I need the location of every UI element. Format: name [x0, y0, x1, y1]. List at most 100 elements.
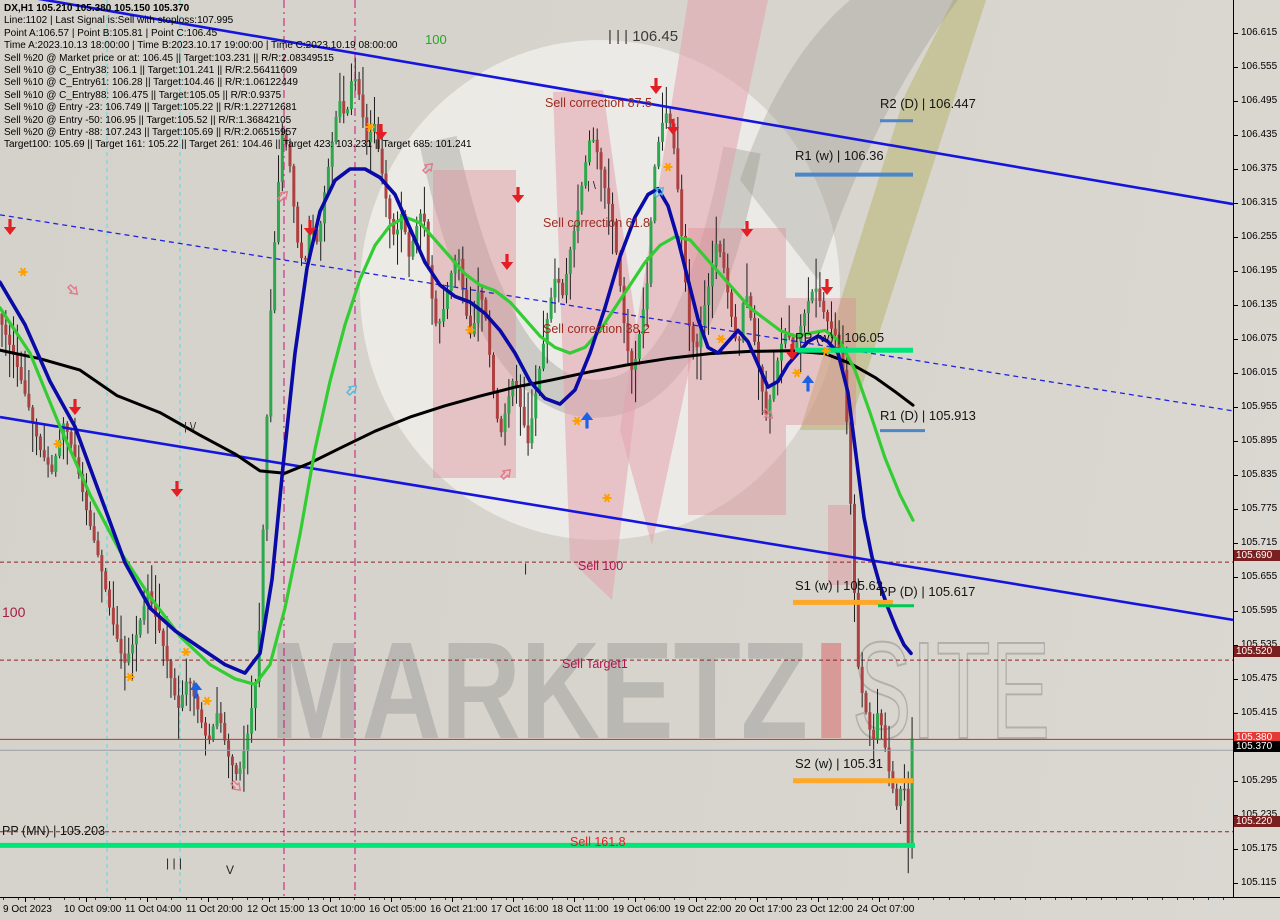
- time-tick-label: 10 Oct 09:00: [64, 904, 122, 915]
- candle-body: [887, 747, 891, 772]
- candle-body: [361, 94, 365, 118]
- time-axis[interactable]: 9 Oct 2023 10 Oct 09:00 11 Oct 04:00 11 Oct…: [0, 897, 1280, 920]
- candle-body: [422, 213, 426, 222]
- chart-label: Sell 161.8: [570, 835, 626, 849]
- time-minitick: [247, 898, 248, 900]
- candle-body: [580, 185, 584, 211]
- time-minitick: [445, 898, 447, 900]
- time-tick-label: 16 Oct 21:00: [430, 904, 488, 915]
- sell-arrow-icon: [308, 220, 312, 229]
- candle-body: [303, 258, 307, 260]
- candle-body: [684, 235, 688, 283]
- star-icon: [663, 162, 673, 172]
- candle-body: [138, 620, 142, 635]
- candle-body: [219, 713, 223, 724]
- info-line-1: Line:1102 | Last Signal is:Sell with sto…: [4, 15, 234, 27]
- chart-label: Sell 100: [578, 559, 624, 573]
- candle-body: [468, 315, 472, 335]
- candle-body: [177, 695, 181, 708]
- candle-body: [818, 288, 822, 302]
- buy-arrow-icon: [189, 682, 203, 690]
- time-minitick: [948, 898, 950, 900]
- candle-body: [599, 152, 603, 170]
- signal-markers: [3, 78, 834, 792]
- chart-label: |: [524, 561, 528, 575]
- sell-arrow-icon: [825, 279, 829, 288]
- trendlines: [0, 0, 1234, 622]
- candle-body: [826, 312, 830, 322]
- candle-body: [572, 230, 576, 250]
- info-line-11: Target100: 105.69 || Target 161: 105.22 …: [4, 139, 472, 151]
- candle-body: [73, 444, 77, 458]
- candle-body: [154, 603, 158, 617]
- price-tick: [1234, 440, 1238, 442]
- time-minitick: [1131, 898, 1133, 900]
- price-tick-label: 105.475: [1241, 672, 1278, 684]
- buy-arrow-icon: [580, 412, 594, 420]
- price-tick: [1234, 678, 1238, 680]
- sell-arrow-icon: [820, 287, 834, 295]
- hollow-arrow-icon: [652, 186, 665, 199]
- price-tick-label: 105.295: [1241, 774, 1278, 786]
- candle-body: [31, 407, 35, 422]
- time-tick: [208, 898, 209, 902]
- candle-body: [718, 244, 722, 253]
- time-minitick: [1207, 898, 1209, 900]
- candle-body: [768, 399, 772, 415]
- candle-body: [19, 366, 23, 381]
- time-tick: [574, 898, 575, 902]
- candle-body: [856, 592, 860, 667]
- time-minitick: [1116, 898, 1118, 900]
- price-tick: [1234, 576, 1238, 578]
- candle-body: [849, 421, 853, 504]
- candle-body: [334, 117, 338, 142]
- candle-body: [246, 733, 250, 752]
- chart-label: | \: [587, 180, 596, 192]
- buy-arrow-icon: [194, 690, 198, 699]
- chart-label: PP (MN) | 105.203: [2, 824, 106, 838]
- price-badge: 105.520: [1234, 646, 1280, 658]
- time-tick-label: 17 Oct 16:00: [491, 904, 549, 915]
- candle-body: [8, 334, 12, 345]
- candle-body: [507, 396, 511, 414]
- candle-body: [622, 285, 626, 324]
- candle-body: [503, 413, 507, 433]
- candle-body: [803, 313, 807, 326]
- candle-body: [250, 708, 254, 734]
- candle-body: [676, 148, 680, 190]
- candle-body: [607, 188, 611, 204]
- candle-body: [342, 101, 346, 114]
- upper-channel-trendline: [37, 0, 1234, 206]
- pivot-segments: [0, 119, 1233, 848]
- time-minitick: [689, 898, 691, 900]
- candle-body: [645, 283, 649, 310]
- price-badge: 105.220: [1234, 816, 1280, 828]
- time-minitick: [109, 898, 111, 900]
- time-minitick: [140, 898, 142, 900]
- price-tick: [1234, 202, 1238, 204]
- info-line-4: Sell %20 @ Market price or at: 106.45 ||…: [4, 52, 334, 64]
- price-tick-label: 105.895: [1241, 434, 1278, 446]
- time-minitick: [170, 898, 172, 900]
- price-axis[interactable]: 106.615 106.555 106.495 106.435 106.375 106.3…: [1233, 0, 1280, 897]
- candle-body: [146, 591, 150, 606]
- candle-body: [588, 140, 592, 163]
- candle-body: [323, 192, 327, 224]
- time-minitick: [94, 898, 96, 900]
- time-tick: [330, 898, 331, 902]
- time-minitick: [674, 898, 675, 900]
- candle-body: [230, 756, 234, 766]
- time-tick-label: 9 Oct 2023: [3, 904, 52, 915]
- candle-body: [703, 305, 707, 326]
- candle-body: [495, 390, 499, 419]
- time-minitick: [1146, 898, 1148, 900]
- candle-body: [127, 653, 131, 663]
- time-minitick: [872, 898, 874, 900]
- chart-label: Sell correction 61.8: [543, 216, 651, 230]
- info-line-9: Sell %20 @ Entry -50: 106.95 || Target:1…: [4, 114, 292, 126]
- time-tick-label: 18 Oct 11:00: [552, 904, 609, 915]
- candle-body: [207, 735, 211, 740]
- candle-body: [84, 492, 88, 511]
- time-minitick: [643, 898, 645, 900]
